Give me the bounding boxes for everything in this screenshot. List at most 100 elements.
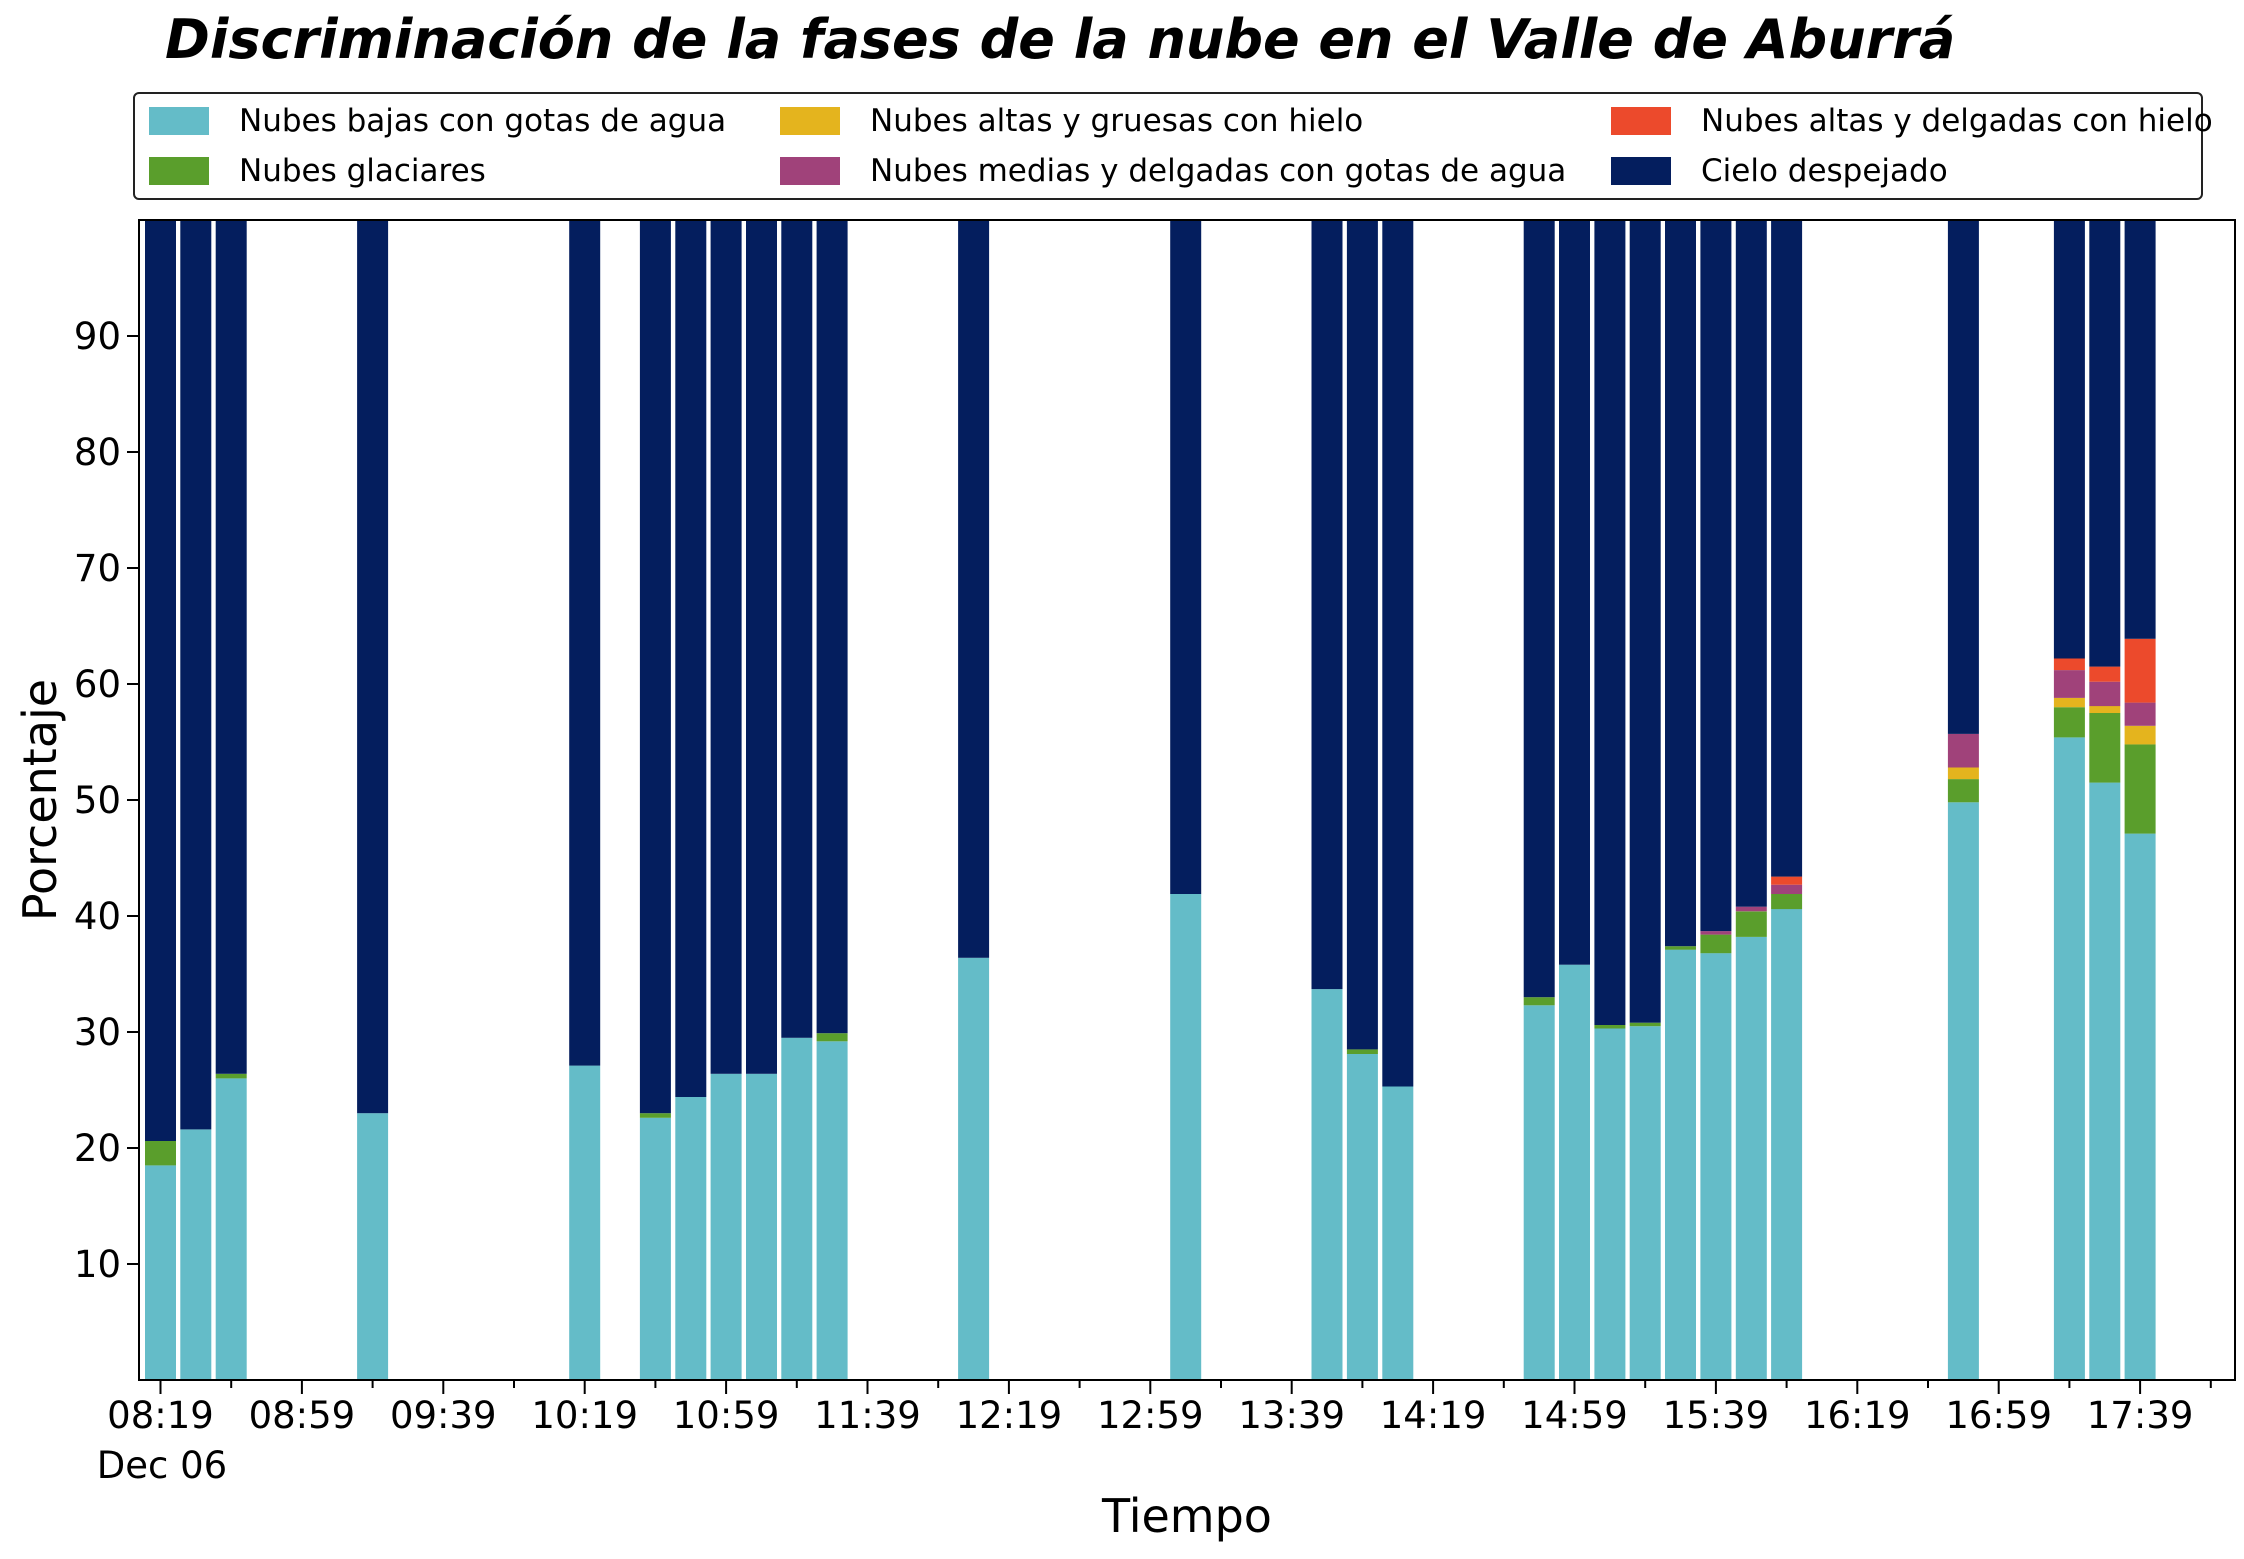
bar-nubes-bajas-con-gotas-de-agua-1539 xyxy=(1700,953,1732,1380)
bar-cielo-despejado-1359 xyxy=(1346,220,1378,1050)
x-date-label: Dec 06 xyxy=(97,1444,227,1487)
bar-nubes-bajas-con-gotas-de-agua-1449 xyxy=(1523,1005,1555,1380)
bar-nubes-bajas-con-gotas-de-agua-1719 xyxy=(2053,737,2085,1380)
bar-nubes-glaciares-1739 xyxy=(2124,744,2156,834)
bar-nubes-glaciares-1509 xyxy=(1594,1025,1626,1029)
bar-nubes-altas-y-delgadas-con-hielo-1739 xyxy=(2124,638,2156,703)
legend-swatch-clear-sky xyxy=(1611,157,1671,185)
x-tick-label-1259: 12:59 xyxy=(1097,1394,1204,1437)
bar-nubes-bajas-con-gotas-de-agua-1519 xyxy=(1629,1026,1661,1380)
bar-nubes-medias-y-delgadas-con-gotas-de-agua-1539 xyxy=(1700,931,1732,935)
bar-cielo-despejado-1459 xyxy=(1559,220,1590,965)
legend-item-low-water: Nubes bajas con gotas de agua xyxy=(149,96,726,146)
legend-swatch-low-water xyxy=(149,107,209,135)
bar-nubes-medias-y-delgadas-con-gotas-de-agua-1559 xyxy=(1771,884,1803,894)
x-tick-label-1659: 16:59 xyxy=(1945,1394,2052,1437)
x-tick-label-1219: 12:19 xyxy=(956,1394,1063,1437)
legend-item-mid-thin-water: Nubes medias y delgadas con gotas de agu… xyxy=(780,146,1566,196)
bar-cielo-despejado-1049 xyxy=(675,220,707,1097)
bar-nubes-bajas-con-gotas-de-agua-0839 xyxy=(215,1078,247,1380)
bar-nubes-altas-y-gruesas-con-hielo-1729 xyxy=(2089,706,2121,713)
bar-nubes-bajas-con-gotas-de-agua-1729 xyxy=(2089,782,2121,1380)
bar-nubes-glaciares-1449 xyxy=(1523,997,1555,1006)
bar-cielo-despejado-1129 xyxy=(816,220,848,1034)
bar-nubes-bajas-con-gotas-de-agua-1739 xyxy=(2124,833,2156,1380)
x-tick-label-1019: 10:19 xyxy=(531,1394,638,1437)
bar-nubes-glaciares-1729 xyxy=(2089,713,2121,783)
bar-cielo-despejado-1449 xyxy=(1523,220,1555,998)
bar-nubes-altas-y-delgadas-con-hielo-1729 xyxy=(2089,666,2121,682)
bar-nubes-bajas-con-gotas-de-agua-1559 xyxy=(1771,909,1803,1380)
bar-nubes-bajas-con-gotas-de-agua-1059 xyxy=(710,1073,742,1380)
bar-nubes-medias-y-delgadas-con-gotas-de-agua-1739 xyxy=(2124,702,2156,726)
bar-nubes-altas-y-gruesas-con-hielo-1719 xyxy=(2053,697,2085,708)
bar-nubes-bajas-con-gotas-de-agua-1549 xyxy=(1735,936,1767,1380)
bar-nubes-bajas-con-gotas-de-agua-0829 xyxy=(180,1129,212,1380)
bar-nubes-medias-y-delgadas-con-gotas-de-agua-1729 xyxy=(2089,681,2121,707)
bar-nubes-bajas-con-gotas-de-agua-1349 xyxy=(1311,989,1343,1380)
bar-nubes-bajas-con-gotas-de-agua-1039 xyxy=(639,1117,671,1380)
x-tick-label-1419: 14:19 xyxy=(1380,1394,1487,1437)
x-axis: 08:19 08:59 09:39 10:19 10:59 11:39 12:19 12:59… xyxy=(107,1380,2212,1437)
bar-cielo-despejado-1559 xyxy=(1771,220,1803,877)
legend-swatch-mid-thin-water xyxy=(780,157,840,185)
bar-nubes-bajas-con-gotas-de-agua-1309 xyxy=(1170,894,1202,1380)
legend-item-glacier: Nubes glaciares xyxy=(149,146,486,196)
legend-label-high-thin-ice: Nubes altas y delgadas con hielo xyxy=(1701,103,2213,139)
y-tick-label-40: 40 xyxy=(74,895,121,938)
bar-cielo-despejado-1209 xyxy=(958,220,990,958)
legend-label-low-water: Nubes bajas con gotas de agua xyxy=(239,103,727,139)
x-tick-label-1619: 16:19 xyxy=(1804,1394,1911,1437)
bar-nubes-altas-y-delgadas-con-hielo-1559 xyxy=(1771,876,1803,885)
x-axis-label: Tiempo xyxy=(1101,1489,1272,1543)
bar-nubes-altas-y-delgadas-con-hielo-1719 xyxy=(2053,658,2085,671)
x-tick-label-1539: 15:39 xyxy=(1663,1394,1770,1437)
bar-nubes-bajas-con-gotas-de-agua-1019 xyxy=(569,1065,601,1380)
bar-nubes-glaciares-1519 xyxy=(1629,1022,1661,1027)
bar-cielo-despejado-0839 xyxy=(215,220,247,1074)
legend-item-high-thick-ice: Nubes altas y gruesas con hielo xyxy=(780,96,1363,146)
y-axis-label: Porcentaje xyxy=(13,679,67,921)
y-tick-label-90: 90 xyxy=(74,315,121,358)
bar-cielo-despejado-1719 xyxy=(2053,220,2085,659)
legend-item-high-thin-ice: Nubes altas y delgadas con hielo xyxy=(1611,96,2213,146)
y-axis: 10 20 30 40 50 60 70 80 90 xyxy=(74,315,139,1286)
bar-nubes-bajas-con-gotas-de-agua-1049 xyxy=(675,1097,707,1380)
legend-label-high-thick-ice: Nubes altas y gruesas con hielo xyxy=(870,103,1364,139)
bar-nubes-bajas-con-gotas-de-agua-1129 xyxy=(816,1041,848,1380)
bar-nubes-medias-y-delgadas-con-gotas-de-agua-1549 xyxy=(1735,906,1767,912)
bar-cielo-despejado-1109 xyxy=(746,220,777,1074)
bar-nubes-glaciares-1039 xyxy=(639,1113,671,1118)
x-tick-label-0819: 08:19 xyxy=(107,1394,214,1437)
bar-cielo-despejado-1309 xyxy=(1170,220,1202,894)
bar-cielo-despejado-1349 xyxy=(1311,220,1343,990)
bar-nubes-glaciares-1559 xyxy=(1771,894,1803,910)
bar-nubes-altas-y-gruesas-con-hielo-1739 xyxy=(2124,725,2156,745)
bar-nubes-bajas-con-gotas-de-agua-1109 xyxy=(746,1073,777,1380)
bar-nubes-bajas-con-gotas-de-agua-0819 xyxy=(145,1165,176,1380)
bar-nubes-glaciares-1549 xyxy=(1735,911,1767,937)
bar-nubes-glaciares-1539 xyxy=(1700,934,1732,954)
bar-nubes-bajas-con-gotas-de-agua-0919 xyxy=(357,1113,389,1380)
bar-nubes-bajas-con-gotas-de-agua-1509 xyxy=(1594,1028,1626,1380)
y-tick-label-60: 60 xyxy=(74,663,121,706)
bar-cielo-despejado-1529 xyxy=(1665,220,1696,947)
bar-nubes-bajas-con-gotas-de-agua-1529 xyxy=(1665,949,1696,1380)
bar-cielo-despejado-0919 xyxy=(357,220,389,1114)
bar-nubes-bajas-con-gotas-de-agua-1409 xyxy=(1382,1086,1414,1380)
bar-cielo-despejado-1519 xyxy=(1629,220,1661,1023)
x-tick-label-0939: 09:39 xyxy=(390,1394,497,1437)
bars-group xyxy=(145,220,2156,1380)
bar-nubes-medias-y-delgadas-con-gotas-de-agua-1649 xyxy=(1947,733,1979,768)
y-tick-label-30: 30 xyxy=(74,1011,121,1054)
bar-nubes-glaciares-0839 xyxy=(215,1073,247,1079)
bar-cielo-despejado-1059 xyxy=(710,220,742,1074)
bar-nubes-altas-y-gruesas-con-hielo-1649 xyxy=(1947,767,1979,780)
bar-cielo-despejado-1539 xyxy=(1700,220,1732,932)
bar-cielo-despejado-0829 xyxy=(180,220,212,1130)
bar-cielo-despejado-1409 xyxy=(1382,220,1414,1087)
y-tick-label-50: 50 xyxy=(74,779,121,822)
x-tick-label-1139: 11:39 xyxy=(814,1394,921,1437)
bar-nubes-glaciares-1719 xyxy=(2053,707,2085,738)
